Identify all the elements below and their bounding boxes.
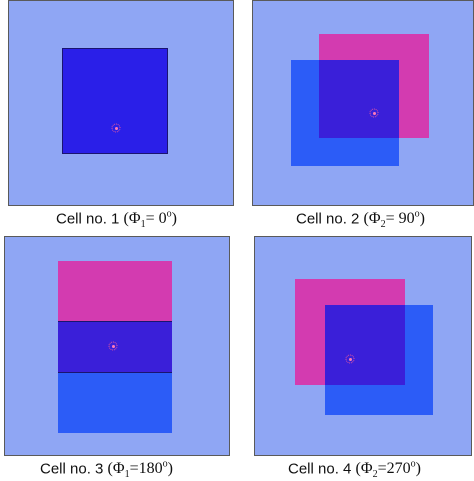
cell-1-phi: Φ bbox=[128, 210, 141, 228]
cell-2-center-dot bbox=[369, 108, 379, 118]
cell-1-angle: = 0 bbox=[145, 210, 167, 228]
cell-2-square-overlap bbox=[319, 60, 399, 138]
cell-4-phi: Φ bbox=[360, 460, 373, 478]
cell-4-label: Cell no. 4 bbox=[288, 460, 352, 478]
cell-1-label: Cell no. 1 bbox=[56, 210, 120, 228]
cell-1-caption: Cell no. 1 (Φ1= 0o) bbox=[56, 209, 177, 231]
cell-2-phi-index: 2 bbox=[380, 219, 386, 231]
cell-3-label: Cell no. 3 bbox=[40, 460, 104, 478]
cell-2-angle: = 90 bbox=[385, 210, 415, 228]
cell-2-phi: Φ bbox=[368, 210, 381, 228]
cell-1-degree: o bbox=[166, 209, 172, 220]
cell-2-label: Cell no. 2 bbox=[296, 210, 360, 228]
cell-3-degree: o bbox=[162, 459, 168, 470]
cell-2-degree: o bbox=[414, 209, 420, 220]
cell-4-panel bbox=[254, 236, 472, 456]
cell-1-square bbox=[62, 48, 168, 154]
cell-1-center-dot bbox=[111, 123, 121, 133]
cell-4-caption: Cell no. 4 (Φ2=270o) bbox=[288, 459, 421, 481]
cell-1-phi-index: 1 bbox=[140, 219, 146, 231]
cell-4-degree: o bbox=[410, 459, 416, 470]
cell-3-center-dot bbox=[108, 341, 118, 351]
cell-3-angle: =180 bbox=[129, 460, 163, 478]
cell-2-panel bbox=[252, 0, 474, 206]
cell-2-caption: Cell no. 2 (Φ2= 90o) bbox=[296, 209, 425, 231]
cell-3-caption: Cell no. 3 (Φ1=180o) bbox=[40, 459, 173, 481]
cell-3-square-magenta bbox=[58, 261, 172, 321]
cell-4-center-dot bbox=[345, 354, 355, 364]
cell-4-angle: =270 bbox=[377, 460, 411, 478]
cell-3-square-blue bbox=[58, 373, 172, 433]
cell-3-phi: Φ bbox=[112, 460, 125, 478]
cell-3-panel bbox=[4, 236, 230, 456]
cell-4-square-overlap bbox=[325, 305, 405, 385]
cell-1-panel bbox=[8, 0, 234, 206]
